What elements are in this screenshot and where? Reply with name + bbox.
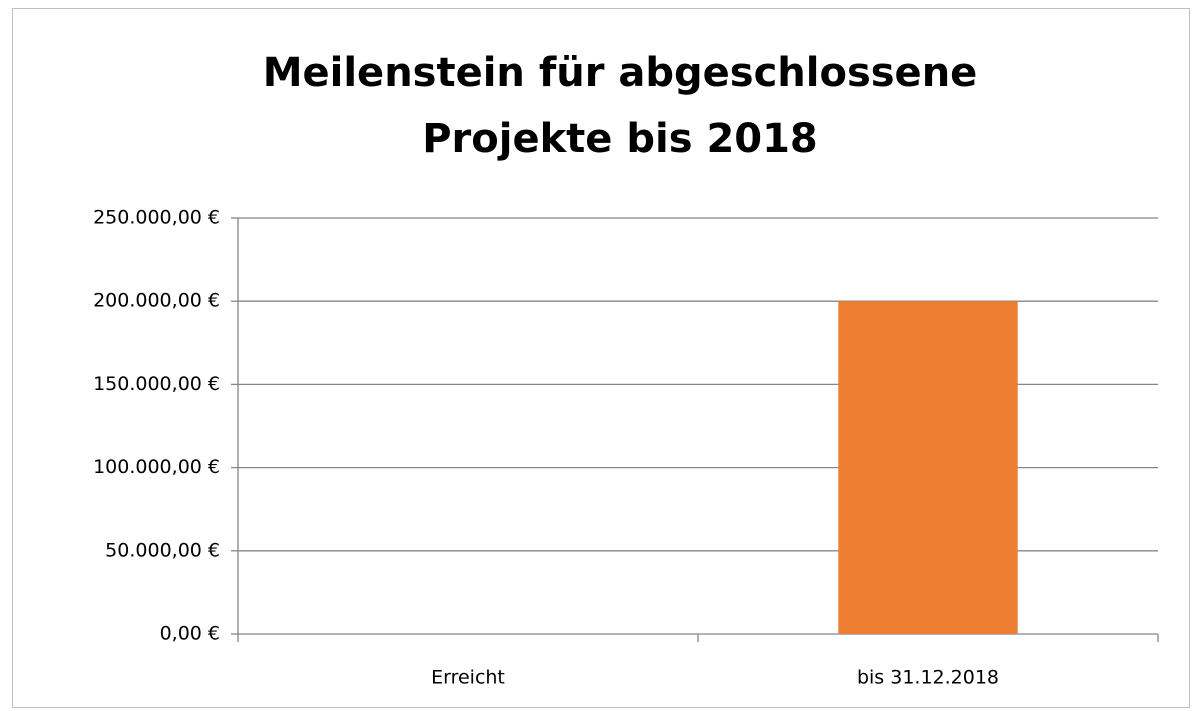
- y-tick-label: 150.000,00 €: [93, 373, 220, 395]
- x-tick-label: bis 31.12.2018: [857, 667, 999, 689]
- y-tick-label: 0,00 €: [160, 623, 220, 645]
- chart-title: Meilenstein für abgeschlossene Projekte …: [262, 50, 978, 162]
- y-tick-label: 200.000,00 €: [93, 290, 220, 312]
- y-tick-label: 50.000,00 €: [105, 539, 220, 561]
- y-tick-label: 100.000,00 €: [93, 456, 220, 478]
- bar: [838, 301, 1018, 634]
- y-tick-label: 250.000,00 €: [93, 207, 220, 229]
- x-tick-label: Erreicht: [431, 667, 505, 689]
